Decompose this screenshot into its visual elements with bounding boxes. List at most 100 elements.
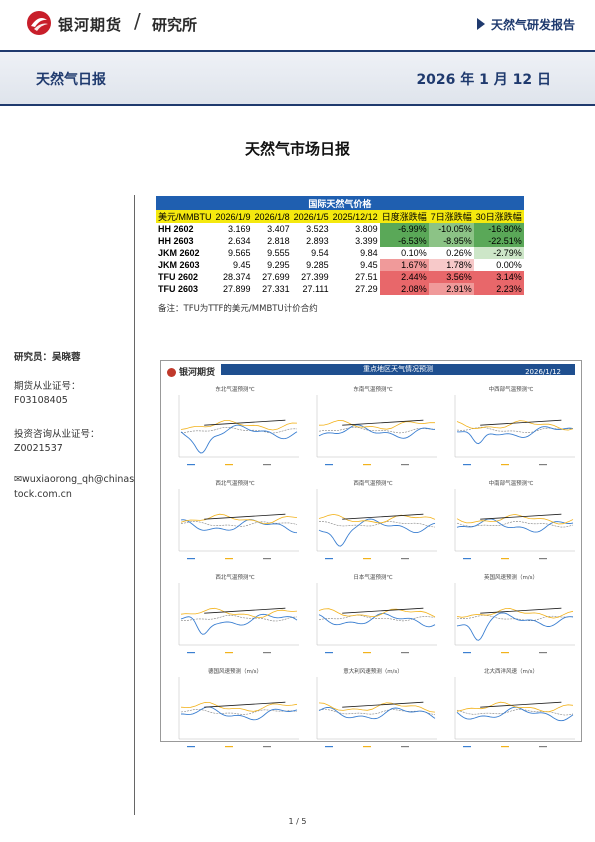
mean-line [456, 520, 574, 528]
table-cell: 2.818 [267, 236, 290, 246]
chart-title: 重点地区天气情况预测 [363, 365, 433, 373]
weather-panel: 日本气温预测℃ [307, 571, 439, 661]
table-cell: -8.95% [428, 235, 474, 247]
company-name: 银河期货 [58, 16, 123, 34]
mean-line [180, 521, 298, 527]
table-cell: 3.809 [355, 224, 378, 234]
forecast-line [180, 613, 298, 635]
table-row: TFU 2603 27.899 27.331 27.111 27.29 2.08% 2.91… [156, 283, 524, 295]
trend-line [342, 607, 424, 614]
panel-title: 中西部气温预测℃ [489, 385, 534, 393]
banner-title: 天然气日报 [36, 72, 106, 88]
trend-line [204, 701, 286, 708]
table-cell: 2.23% [473, 283, 524, 295]
table-cell: 0.10% [401, 248, 427, 258]
panel-plot: 西南气温预测℃ [316, 479, 437, 560]
document-title: 天然气市场日报 [244, 140, 350, 158]
cert-label: 期货从业证号： [14, 381, 81, 392]
panel-title: 日本气温预测℃ [353, 573, 392, 581]
table-cell: 27.51 [355, 272, 378, 282]
analyst-email[interactable]: ✉wuxiaorong_qh@chinas [14, 474, 134, 485]
table-cell: 27.29 [355, 284, 378, 294]
legend-swatch [401, 746, 409, 748]
past-line [318, 702, 436, 713]
header-cell: 2026/1/5 [291, 210, 331, 223]
trend-line [480, 701, 562, 708]
table-cell: 27.331 [262, 284, 290, 294]
weather-panel: 西北气温预测℃ [169, 571, 301, 661]
weather-panel: 中南部气温预测℃ [445, 477, 577, 567]
forecast-line [180, 424, 298, 454]
forecast-line [318, 424, 436, 439]
table-header-row: 美元/MMBTU 2026/1/9 2026/1/8 2026/1/5 2025… [156, 210, 524, 223]
header-cell: 2025/12/12 [330, 210, 380, 223]
legend-swatch [363, 652, 371, 654]
weather-panel: 中西部气温预测℃ [445, 383, 577, 473]
past-line [456, 701, 574, 713]
table-cell: 3.523 [306, 224, 329, 234]
analyst-name: 研究员：吴晓蓉 [14, 352, 81, 363]
table-caption: 国际天然气价格 [156, 196, 524, 210]
table-cell: 2.44% [379, 271, 429, 283]
legend-swatch [363, 464, 371, 466]
division-name: 研究所 [152, 16, 198, 34]
past-line [180, 701, 298, 712]
page-number: 1 / 5 [288, 817, 307, 826]
panel-plot: 意大利风速预测（m/s） [316, 667, 437, 748]
table-cell: 27.111 [302, 284, 329, 294]
mean-line [180, 426, 298, 434]
table-cell: -2.79% [473, 247, 524, 259]
legend-swatch [539, 746, 547, 748]
legend-swatch [325, 652, 333, 654]
legend-swatch [463, 558, 471, 560]
table-cell: -16.80% [473, 223, 524, 235]
weather-panel: 英国风速预测（m/s） [445, 571, 577, 661]
table-cell: 27.399 [301, 272, 329, 282]
past-line [180, 607, 298, 619]
legend-swatch [325, 746, 333, 748]
legend-swatch [325, 558, 333, 560]
table-cell: 2.91% [428, 283, 474, 295]
header-cell: 2026/1/8 [252, 210, 292, 223]
legend-swatch [263, 558, 271, 560]
mean-line [456, 426, 574, 433]
header-cell: 美元/MMBTU [156, 210, 214, 223]
table-cell: 9.45 [233, 260, 251, 270]
mean-line [180, 708, 298, 715]
mean-line [318, 426, 435, 434]
table-cell: 27.699 [262, 272, 290, 282]
mean-line [456, 709, 574, 716]
table-cell: 3.56% [428, 271, 474, 283]
legend-swatch [463, 652, 471, 654]
weather-panel: 东南气温预测℃ [307, 383, 439, 473]
table-cell: -22.51% [473, 235, 524, 247]
past-line [318, 513, 436, 524]
table-cell: 9.565 [228, 248, 251, 258]
legend-swatch [363, 558, 371, 560]
cert-number: F03108405 [14, 395, 68, 406]
table-row: HH 2603 2.634 2.818 2.893 3.399 -6.53% -8.95% -… [156, 235, 524, 247]
chart-header: 重点地区天气情况预测 2026/1/12 [221, 364, 575, 376]
table-cell: -6.99% [379, 223, 429, 235]
contract-name: JKM 2602 [158, 248, 200, 258]
past-line [456, 608, 574, 619]
panel-title: 东北气温预测℃ [215, 385, 254, 393]
chart-logo: 银河期货 [167, 365, 215, 378]
table-cell: 3.399 [355, 236, 378, 246]
trend-line [480, 607, 562, 614]
panel-title: 北大西洋风速（m/s） [484, 667, 538, 675]
past-line [180, 420, 298, 431]
email-line-2[interactable]: tock.com.cn [14, 489, 72, 500]
weather-panel: 东北气温预测℃ [169, 383, 301, 473]
forecast-line [180, 519, 298, 534]
trend-line [204, 607, 286, 614]
legend-swatch [263, 746, 271, 748]
chart-date: 2026/1/12 [525, 368, 561, 376]
page-header: 银河期货 / 研究所 天然气研发报告 [0, 0, 595, 48]
forecast-line [456, 426, 574, 445]
mean-line [318, 709, 436, 716]
forecast-line [456, 612, 574, 641]
table-row: HH 2602 3.169 3.407 3.523 3.809 -6.99% -10.05%… [156, 223, 524, 235]
panel-plot: 德国风速预测（m/s） [178, 667, 299, 748]
legend-swatch [501, 464, 509, 466]
